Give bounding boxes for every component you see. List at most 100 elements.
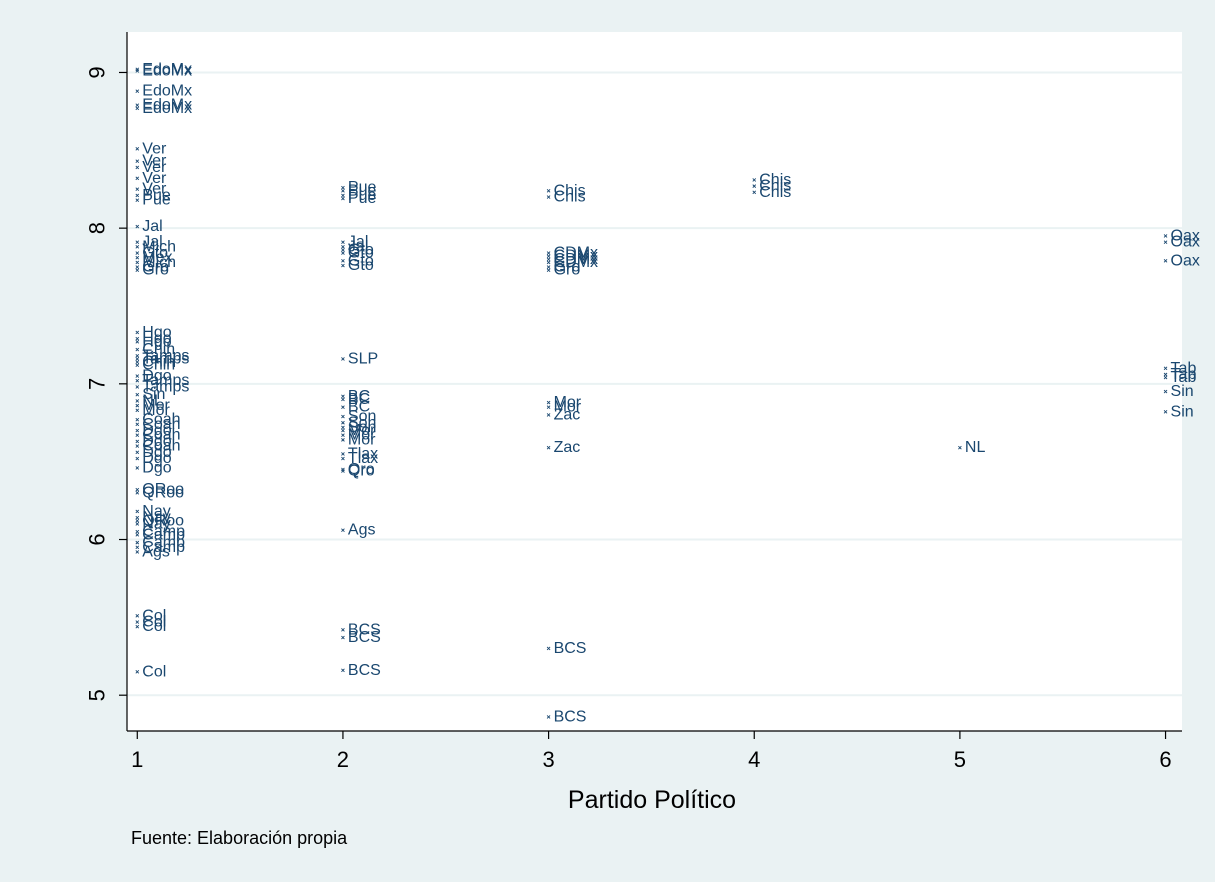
point-label: Gto bbox=[142, 245, 168, 262]
point-label: BCS bbox=[348, 621, 381, 638]
y-tick-label: 8 bbox=[85, 222, 110, 234]
data-point: Hgo bbox=[135, 324, 172, 341]
data-point: Pue bbox=[341, 182, 377, 199]
data-point: EdoMx bbox=[135, 100, 192, 117]
point-marker bbox=[752, 178, 757, 182]
point-marker bbox=[135, 268, 140, 273]
data-point: NL bbox=[958, 439, 985, 456]
point-marker bbox=[135, 522, 140, 526]
data-point: BCS bbox=[341, 621, 381, 638]
point-label: Dgo bbox=[142, 450, 171, 467]
point-marker bbox=[135, 408, 140, 413]
point-label: Chis bbox=[759, 178, 791, 195]
point-label: Gro bbox=[142, 259, 169, 276]
point-marker bbox=[341, 394, 345, 399]
point-label: Ver bbox=[142, 170, 167, 187]
data-point: Mor bbox=[546, 399, 582, 416]
point-marker bbox=[135, 515, 140, 520]
point-marker bbox=[135, 357, 140, 361]
point-marker bbox=[135, 385, 140, 389]
point-marker bbox=[341, 668, 345, 673]
data-point: Dgo bbox=[135, 433, 172, 450]
point-label: CDMx bbox=[554, 254, 598, 271]
data-point: Mex bbox=[135, 249, 173, 266]
data-point: Tamps bbox=[135, 350, 189, 367]
point-marker bbox=[135, 374, 140, 378]
point-label: Pue bbox=[348, 179, 377, 196]
point-marker bbox=[341, 528, 345, 532]
point-marker bbox=[135, 265, 140, 269]
data-point: BCS bbox=[341, 662, 381, 679]
data-point: NL bbox=[135, 392, 163, 409]
point-label: Pue bbox=[142, 187, 171, 204]
data-point: Chis bbox=[752, 171, 791, 188]
point-marker bbox=[341, 405, 345, 410]
data-point: Nay bbox=[135, 509, 171, 526]
point-marker bbox=[135, 193, 140, 198]
point-label: Mich bbox=[142, 238, 176, 255]
point-label: QRoo bbox=[142, 481, 184, 498]
point-marker bbox=[546, 265, 551, 269]
data-point: Sin bbox=[135, 386, 165, 403]
point-marker bbox=[135, 89, 140, 93]
x-tick-label: 1 bbox=[131, 747, 143, 772]
data-point: Zac bbox=[546, 439, 581, 456]
data-point: Pue bbox=[341, 179, 377, 196]
point-label: Zac bbox=[554, 439, 581, 456]
point-marker bbox=[341, 438, 345, 442]
data-point: Col bbox=[135, 607, 166, 624]
point-marker bbox=[135, 533, 140, 537]
point-marker bbox=[546, 445, 551, 450]
point-marker bbox=[341, 397, 345, 402]
data-point: Col bbox=[135, 618, 166, 635]
data-point: Mor bbox=[546, 394, 582, 411]
point-label: Gro bbox=[554, 262, 581, 279]
point-label: BCS bbox=[554, 708, 587, 725]
data-point: Gto bbox=[341, 252, 374, 269]
point-label: Chih bbox=[142, 341, 175, 358]
point-label: Pue bbox=[348, 187, 377, 204]
point-marker bbox=[135, 106, 140, 111]
data-point: Coah bbox=[135, 411, 181, 428]
point-label: CDMx bbox=[554, 251, 598, 268]
data-point: Mor bbox=[341, 427, 376, 444]
point-marker bbox=[341, 185, 345, 190]
point-label: Chis bbox=[759, 184, 791, 201]
data-point: Sin bbox=[1163, 383, 1194, 400]
point-marker bbox=[341, 263, 345, 268]
point-marker bbox=[341, 259, 345, 263]
point-label: Jal bbox=[142, 234, 162, 251]
data-point: Zac bbox=[546, 406, 580, 423]
x-tick-label: 2 bbox=[337, 747, 349, 772]
point-label: Coah bbox=[142, 416, 180, 433]
data-point: Chis bbox=[546, 182, 586, 199]
data-point: Ver bbox=[135, 170, 167, 187]
point-marker bbox=[1163, 366, 1168, 371]
point-marker bbox=[1163, 410, 1168, 414]
point-marker bbox=[958, 445, 962, 450]
data-point: Jal bbox=[135, 218, 163, 235]
point-label: Col bbox=[142, 607, 166, 624]
point-marker bbox=[341, 240, 345, 244]
point-label: Chih bbox=[142, 357, 175, 374]
point-label: Mor bbox=[348, 427, 376, 444]
point-marker bbox=[135, 360, 140, 364]
point-marker bbox=[341, 414, 345, 419]
data-point: Nay bbox=[135, 515, 171, 532]
data-point: Son bbox=[341, 414, 376, 431]
data-point: Tamps bbox=[135, 378, 189, 395]
data-point: Pue bbox=[341, 187, 377, 204]
point-label: EdoMx bbox=[142, 83, 192, 100]
point-marker bbox=[135, 519, 140, 523]
point-marker bbox=[135, 240, 140, 244]
point-marker bbox=[135, 428, 140, 433]
data-point: Chih bbox=[135, 357, 175, 374]
point-label: Tamps bbox=[142, 350, 189, 367]
point-label: Dgo bbox=[142, 433, 171, 450]
point-label: Dgo bbox=[142, 422, 171, 439]
data-point: Jal bbox=[341, 238, 368, 255]
point-label: Mor bbox=[142, 397, 170, 414]
point-label: Tlax bbox=[348, 445, 378, 462]
point-label: BC bbox=[348, 399, 370, 416]
data-point: Tab bbox=[1163, 369, 1196, 386]
